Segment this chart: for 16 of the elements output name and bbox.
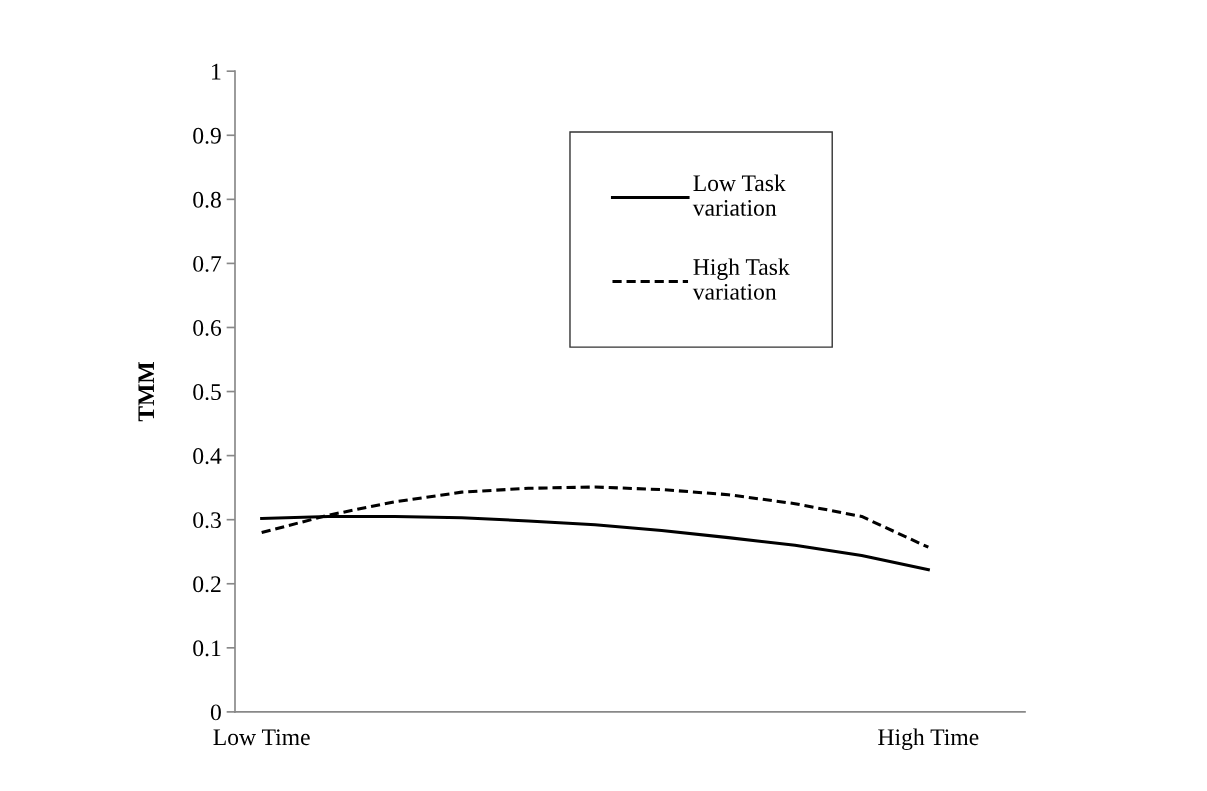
legend-label: High Task variation <box>692 258 790 300</box>
legend-label: Low Task variation <box>692 174 786 216</box>
y-tick-label: 0.7 <box>193 255 222 272</box>
y-tick-label: 0.5 <box>193 384 221 401</box>
y-tick-label: 0.1 <box>193 640 221 657</box>
y-tick-label: 0.3 <box>193 512 221 529</box>
y-tick-label: 0.6 <box>193 319 222 336</box>
y-tick-label: 0 <box>210 704 221 721</box>
y-tick-label: 1 <box>212 63 221 80</box>
y-axis-title: TMM <box>138 362 154 422</box>
y-tick-label: 0.9 <box>193 127 221 144</box>
x-tick-label: Low Time <box>213 729 310 746</box>
y-tick-label: 0.8 <box>193 191 221 208</box>
y-tick-label: 0.2 <box>193 576 221 593</box>
y-tick-label: 0.4 <box>193 448 222 465</box>
x-tick-label: High Time <box>878 728 979 751</box>
